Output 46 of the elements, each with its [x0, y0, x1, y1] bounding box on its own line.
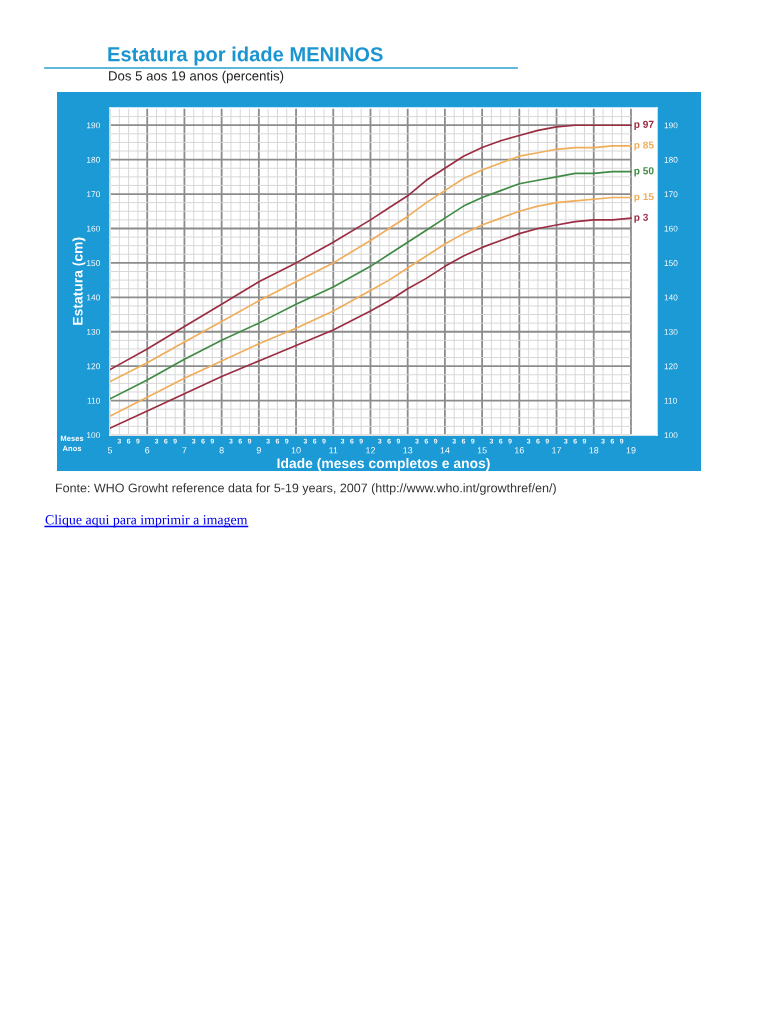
text: Clique aqui para imprimir a imagem [45, 514, 248, 528]
x-tick-label: 18 [589, 447, 599, 454]
y-axis-title: Estatura (cm) [72, 237, 86, 325]
x-tick-label: 11 [329, 447, 338, 454]
y-tick-label: 190 [87, 122, 100, 129]
series-label: p 15 [634, 193, 654, 203]
x-tick-label: 8 [219, 447, 224, 454]
y2-tick-label: 170 [664, 191, 678, 198]
series-label: p 97 [634, 120, 654, 130]
y2-tick-label: 110 [664, 397, 677, 404]
y2-tick-label: 140 [664, 294, 678, 301]
x-tick-label: 9 [256, 447, 261, 454]
y-tick-label: 150 [87, 260, 100, 266]
y2-tick-label: 180 [664, 156, 678, 163]
y-tick-label: 100 [87, 432, 100, 439]
x-tick-label: 13 [403, 447, 413, 454]
x-tick-label: 10 [291, 447, 301, 454]
y-tick-label: 160 [87, 225, 100, 232]
y2-tick-label: 160 [664, 225, 678, 232]
x-tick-label: 14 [440, 447, 450, 454]
y2-tick-label: 130 [664, 328, 678, 335]
y-tick-label: 170 [87, 191, 100, 198]
x-tick-label: 5 [107, 447, 113, 454]
x-tick-label: 19 [626, 447, 636, 454]
series-label: p 50 [634, 167, 654, 177]
y-tick-label: 110 [87, 397, 100, 404]
x-tick-label: 6 [145, 447, 150, 454]
x-tick-label: 15 [477, 447, 487, 454]
y-tick-label: 120 [87, 363, 100, 370]
x-tick-label: 12 [366, 447, 376, 454]
y2-tick-label: 100 [664, 432, 678, 439]
x-axis-title: Idade (meses completos e anos) [277, 458, 490, 471]
x-tick-label: 7 [182, 447, 187, 454]
chart-subtitle: Dos 5 aos 19 anos (percentis) [109, 70, 284, 84]
y-tick-label: 140 [87, 294, 100, 301]
x-tick-label: 16 [514, 447, 524, 454]
x-tick-label: 17 [552, 447, 562, 454]
series-label: p 85 [634, 141, 654, 151]
y-tick-label: 130 [87, 328, 100, 335]
y2-tick-label: 120 [664, 363, 678, 370]
chart-title: Estatura por idade MENINOS [108, 46, 383, 66]
y2-tick-label: 190 [664, 122, 678, 129]
y-tick-label: 180 [87, 156, 100, 163]
y2-tick-label: 150 [664, 260, 678, 266]
series-label: p 3 [634, 213, 649, 223]
source-note: Fonte: WHO Growht reference data for 5-19 years, 2007 (http://www.who.int/growthref/en/) [56, 483, 556, 495]
